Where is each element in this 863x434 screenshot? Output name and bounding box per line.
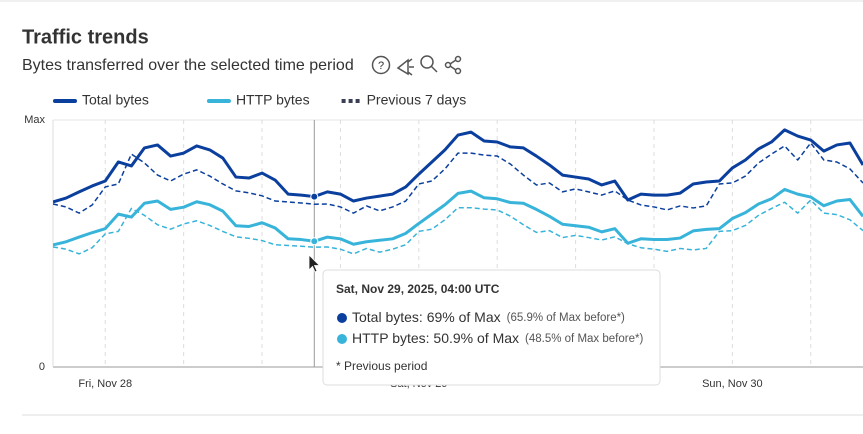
hover-dot <box>310 237 319 246</box>
tooltip-footnote: * Previous period <box>336 359 427 373</box>
series-line <box>53 128 863 204</box>
legend-label: Previous 7 days <box>367 92 467 108</box>
chart-subtitle: Bytes transferred over the selected time… <box>22 57 354 74</box>
tooltip-note: (65.9% of Max before*) <box>507 312 625 324</box>
tooltip-note: (48.5% of Max before*) <box>525 333 643 345</box>
x-tick-label: Fri, Nov 28 <box>78 378 132 390</box>
tooltip: Sat, Nov 29, 2025, 04:00 UTC Total bytes… <box>322 269 661 386</box>
tooltip-dot <box>337 313 347 323</box>
y-tick-label: 0 <box>39 361 45 373</box>
legend-label: HTTP bytes <box>236 92 310 108</box>
x-tick-label: Sun, Nov 30 <box>702 378 763 390</box>
previous-line <box>53 199 863 255</box>
chart-title: Traffic trends <box>22 26 149 48</box>
legend: Total bytes HTTP bytes Previous 7 days <box>53 92 467 108</box>
y-tick-label: Max <box>24 114 45 126</box>
previous-line <box>53 142 863 214</box>
tooltip-item: HTTP bytes: 50.9% of Max (48.5% of Max be… <box>352 330 643 346</box>
legend-label: Total bytes <box>82 92 149 108</box>
tooltip-dot <box>337 334 347 344</box>
announce-icon[interactable] <box>396 58 414 76</box>
help-mark: ? <box>378 60 384 72</box>
series-line <box>53 187 863 247</box>
share-icon[interactable] <box>444 61 452 69</box>
plot-area <box>53 128 863 255</box>
tooltip-box <box>322 269 661 386</box>
hover-dot <box>310 192 319 201</box>
tooltip-label: HTTP bytes: 50.9% of Max <box>352 330 519 346</box>
help-icon[interactable] <box>371 55 391 75</box>
tooltip-label: Total bytes: 69% of Max <box>352 309 501 325</box>
header-icons[interactable]: ? <box>371 55 462 76</box>
tooltip-item: Total bytes: 69% of Max (65.9% of Max bef… <box>352 309 625 325</box>
cursor <box>308 254 321 273</box>
tooltip-title: Sat, Nov 29, 2025, 04:00 UTC <box>336 282 500 296</box>
zoom-icon[interactable] <box>420 55 434 69</box>
